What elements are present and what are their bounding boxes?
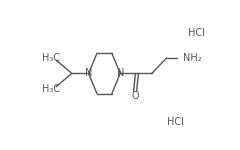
Text: O: O	[131, 91, 139, 101]
Text: H₃C: H₃C	[42, 84, 60, 94]
Text: H₃C: H₃C	[42, 53, 60, 63]
Text: N: N	[85, 68, 92, 78]
Text: HCl: HCl	[167, 117, 184, 127]
Text: NH₂: NH₂	[183, 53, 202, 63]
Text: HCl: HCl	[188, 28, 205, 38]
Text: N: N	[117, 68, 124, 78]
